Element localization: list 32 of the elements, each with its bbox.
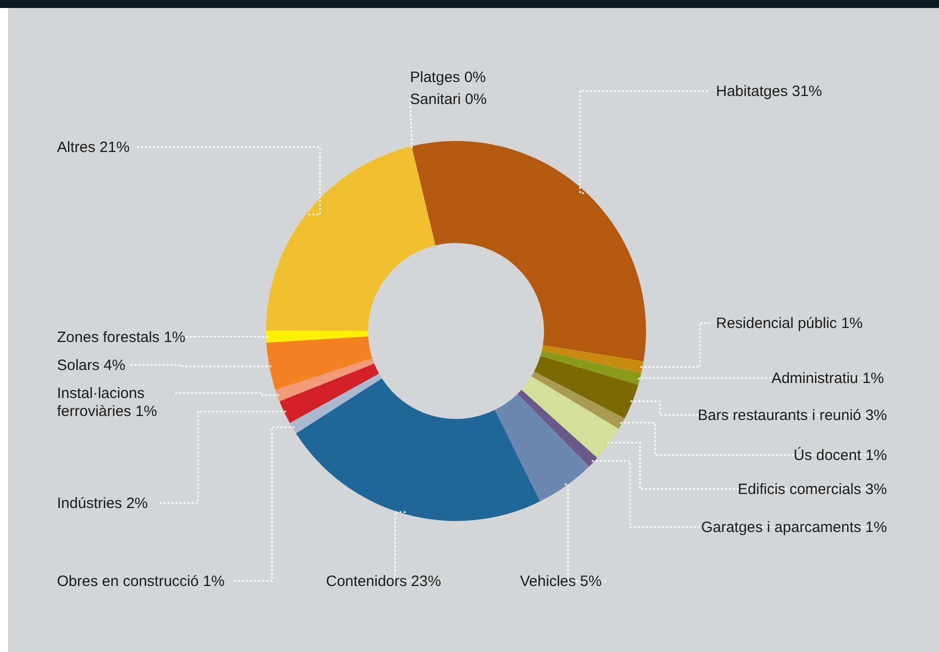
donut-slice — [542, 345, 644, 374]
slice-label: Instal·lacions ferroviàries 1% — [57, 385, 158, 420]
donut-slice — [518, 390, 598, 467]
slice-label: Zones forestals 1% — [57, 329, 186, 346]
slice-label: Altres 21% — [57, 139, 130, 156]
donut-slice — [540, 350, 642, 385]
category-label: Sanitari 0% — [410, 91, 487, 108]
slice-label: Obres en construcció 1% — [57, 573, 225, 590]
slice-label: Indústries 2% — [57, 495, 148, 512]
slice-label: Garatges i aparcaments 1% — [701, 519, 887, 536]
slice-label: Bars restaurants i reunió 3% — [698, 407, 887, 424]
donut-slice — [534, 356, 638, 418]
donut-slice — [279, 364, 380, 424]
donut-slice — [412, 141, 646, 362]
donut-slice — [290, 374, 382, 434]
slice-label: Solars 4% — [57, 357, 126, 374]
slice-label: Edificis comercials 3% — [738, 481, 887, 498]
donut-slice — [266, 330, 368, 343]
slice-label: Ús docent 1% — [794, 446, 887, 464]
category-label: Platges 0% — [410, 69, 486, 86]
donut-slice — [266, 336, 372, 390]
donut-slice — [266, 146, 436, 331]
donut-slice — [296, 378, 540, 521]
slice-label: Administratiu 1% — [771, 370, 884, 387]
slice-label: Habitatges 31% — [716, 83, 822, 100]
slice-label: Contenidors 23% — [326, 573, 442, 590]
donut-slice — [275, 358, 374, 402]
slice-label: Vehicles 5% — [520, 573, 602, 590]
slice-label: Residencial públic 1% — [716, 315, 863, 332]
donut-slice — [494, 394, 590, 502]
donut-slice — [521, 376, 619, 458]
donut-slice — [531, 371, 625, 429]
